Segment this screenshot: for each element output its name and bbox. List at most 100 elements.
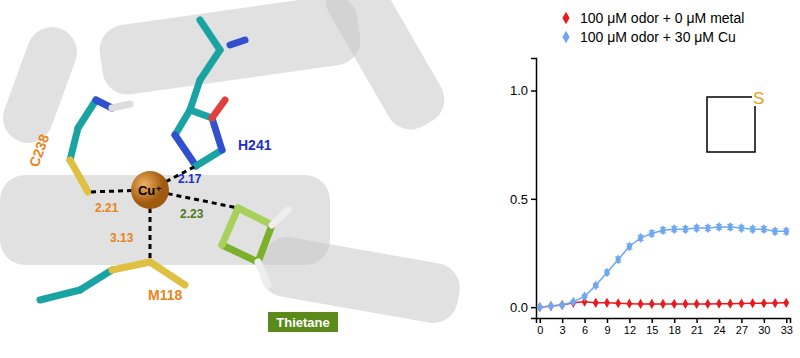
data-point bbox=[649, 228, 655, 238]
data-point bbox=[682, 299, 688, 309]
x-tick: 21 bbox=[691, 318, 703, 336]
x-tick-label: 12 bbox=[624, 324, 636, 336]
x-tick-mark bbox=[741, 318, 743, 323]
data-point bbox=[750, 224, 756, 234]
bond bbox=[222, 208, 238, 245]
data-point bbox=[615, 298, 621, 308]
data-point bbox=[626, 241, 632, 251]
y-tick: 0.0 bbox=[510, 300, 536, 315]
bond bbox=[112, 104, 130, 108]
bond bbox=[200, 20, 220, 50]
plot-area bbox=[537, 222, 790, 312]
data-point bbox=[582, 291, 588, 301]
data-point bbox=[783, 226, 789, 236]
data-point bbox=[761, 298, 767, 308]
x-tick: 9 bbox=[604, 318, 610, 336]
x-tick-mark bbox=[674, 318, 676, 323]
x-axis: 03691215182124273033 bbox=[537, 318, 793, 336]
x-tick-mark bbox=[584, 318, 586, 323]
bond bbox=[200, 50, 220, 80]
x-tick-mark bbox=[696, 318, 698, 323]
data-point bbox=[559, 300, 565, 310]
data-point bbox=[716, 222, 722, 232]
x-tick-mark bbox=[629, 318, 631, 323]
data-point bbox=[738, 298, 744, 308]
y-tick-label: 0.0 bbox=[510, 300, 528, 315]
y-tick-mark bbox=[531, 307, 536, 309]
bond bbox=[238, 208, 272, 225]
helix bbox=[96, 0, 363, 98]
bond bbox=[80, 270, 112, 290]
figure: Cu⁺C238H241M1182.212.172.233.13Thietane0… bbox=[0, 0, 800, 358]
x-tick-label: 6 bbox=[582, 324, 588, 336]
data-point bbox=[772, 298, 778, 308]
x-tick: 6 bbox=[582, 318, 588, 336]
y-axis-line bbox=[531, 59, 537, 319]
x-tick-label: 30 bbox=[758, 324, 770, 336]
x-tick: 30 bbox=[758, 318, 770, 336]
data-point bbox=[694, 223, 700, 233]
x-tick-label: 3 bbox=[560, 324, 566, 336]
data-point bbox=[593, 298, 599, 308]
legend-marker bbox=[562, 12, 569, 24]
data-point bbox=[738, 223, 744, 233]
annotation: S bbox=[753, 89, 764, 108]
x-tick: 12 bbox=[624, 318, 636, 336]
data-point bbox=[638, 233, 644, 243]
data-point bbox=[671, 224, 677, 234]
residue-label: M118 bbox=[148, 287, 182, 303]
helix bbox=[317, 0, 454, 139]
distance-label: 2.17 bbox=[178, 172, 202, 186]
x-tick-label: 27 bbox=[736, 324, 748, 336]
data-point bbox=[783, 298, 789, 308]
structure-panel: Cu⁺C238H241M1182.212.172.233.13Thietane bbox=[0, 0, 464, 332]
data-point bbox=[682, 224, 688, 234]
x-tick: 27 bbox=[736, 318, 748, 336]
bond bbox=[70, 160, 88, 192]
data-point bbox=[716, 299, 722, 309]
bond bbox=[70, 128, 78, 160]
bond bbox=[175, 110, 190, 135]
y-tick-mark bbox=[531, 90, 536, 92]
ligand-label: Thietane bbox=[276, 315, 329, 330]
data-point bbox=[727, 222, 733, 232]
data-point bbox=[660, 299, 666, 309]
x-tick: 18 bbox=[669, 318, 681, 336]
legend-label: 100 μM odor + 30 μM Cu bbox=[580, 29, 736, 45]
x-tick: 33 bbox=[781, 318, 793, 336]
data-point bbox=[604, 267, 610, 277]
residue-label: H241 bbox=[238, 137, 272, 153]
inset-structure: S bbox=[707, 88, 766, 152]
x-tick-label: 9 bbox=[604, 324, 610, 336]
data-point bbox=[626, 299, 632, 309]
bond bbox=[190, 110, 212, 118]
data-point bbox=[660, 225, 666, 235]
x-tick-mark bbox=[719, 318, 721, 323]
x-tick: 15 bbox=[646, 318, 658, 336]
bond bbox=[258, 225, 272, 262]
data-point bbox=[727, 299, 733, 309]
data-point bbox=[671, 299, 677, 309]
x-tick-label: 15 bbox=[646, 324, 658, 336]
data-point bbox=[548, 301, 554, 311]
distance-label: 3.13 bbox=[110, 231, 134, 245]
y-tick-label: 1.0 bbox=[510, 83, 528, 98]
bond bbox=[258, 262, 268, 285]
bond bbox=[175, 135, 196, 166]
bond bbox=[190, 80, 200, 110]
data-point bbox=[694, 299, 700, 309]
data-point bbox=[705, 223, 711, 233]
y-tick-label: 0.5 bbox=[510, 191, 528, 206]
data-point bbox=[593, 280, 599, 290]
legend: 100 μM odor + 0 μM metal 100 μM odor + 30… bbox=[562, 10, 744, 45]
x-tick-mark bbox=[562, 318, 564, 323]
legend-label: 100 μM odor + 0 μM metal bbox=[580, 10, 744, 26]
helix bbox=[0, 20, 84, 150]
bond bbox=[150, 262, 185, 285]
bond bbox=[222, 245, 258, 262]
data-point bbox=[638, 299, 644, 309]
bond bbox=[196, 150, 222, 166]
distance-label: 2.23 bbox=[180, 207, 204, 221]
y-tick: 0.5 bbox=[510, 191, 536, 206]
data-point bbox=[604, 298, 610, 308]
